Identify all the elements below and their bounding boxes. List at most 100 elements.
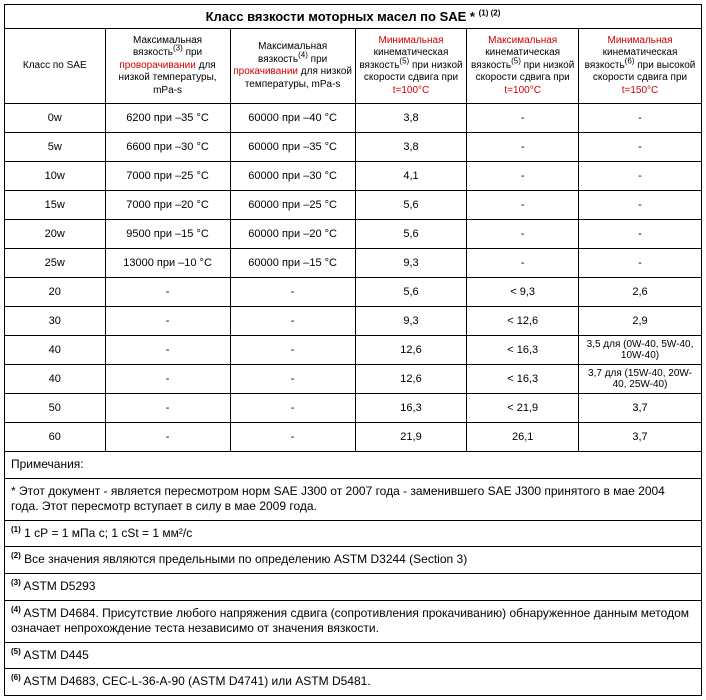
note-row: (3) ASTM D5293: [5, 573, 702, 600]
header-min-kinematic-150: Минимальная кинематическая вязкость(6) п…: [579, 29, 702, 104]
cell: 0w: [5, 104, 106, 133]
cell: -: [579, 133, 702, 162]
cell: 3,8: [355, 104, 467, 133]
cell: 60000 при –20 °С: [230, 220, 355, 249]
cell: -: [105, 278, 230, 307]
cell: 12,6: [355, 365, 467, 394]
cell: -: [230, 365, 355, 394]
cell: -: [230, 278, 355, 307]
note-cell: (1) 1 сР = 1 мПа с; 1 cSt = 1 мм²/с: [5, 520, 702, 547]
header-min-kinematic-100: Минимальная кинематическая вязкость(5) п…: [355, 29, 467, 104]
cell: 3,7: [579, 423, 702, 452]
cell: 9,3: [355, 307, 467, 336]
cell: 26,1: [467, 423, 579, 452]
cell: -: [230, 307, 355, 336]
note-row: * Этот документ - является пересмотром н…: [5, 478, 702, 520]
cell: 3,5 для (0W-40, 5W-40, 10W-40): [579, 336, 702, 365]
cell: -: [579, 162, 702, 191]
cell: 2,9: [579, 307, 702, 336]
cell: < 16,3: [467, 365, 579, 394]
cell: 9500 при –15 °С: [105, 220, 230, 249]
cell: 16,3: [355, 394, 467, 423]
cell: 60000 при –25 °С: [230, 191, 355, 220]
cell: < 12,6: [467, 307, 579, 336]
cell: 7000 при –25 °С: [105, 162, 230, 191]
note-row: (2) Все значения являются предельными по…: [5, 547, 702, 574]
header-max-kinematic-100: Максимальная кинематическая вязкость(5) …: [467, 29, 579, 104]
cell: 2,6: [579, 278, 702, 307]
cell: 6600 при –30 °С: [105, 133, 230, 162]
cell: 4,1: [355, 162, 467, 191]
cell: -: [467, 162, 579, 191]
note-cell: Примечания:: [5, 452, 702, 479]
cell: 60000 при –15 °С: [230, 249, 355, 278]
header-cranking: Максимальная вязкость(3) при проворачива…: [105, 29, 230, 104]
cell: -: [467, 133, 579, 162]
note-row: (4) ASTM D4684. Присутствие любого напря…: [5, 600, 702, 642]
note-cell: (4) ASTM D4684. Присутствие любого напря…: [5, 600, 702, 642]
note-row: (1) 1 сР = 1 мПа с; 1 cSt = 1 мм²/с: [5, 520, 702, 547]
cell: 60: [5, 423, 106, 452]
table-row: 50--16,3< 21,93,7: [5, 394, 702, 423]
note-row: Примечания:: [5, 452, 702, 479]
cell: -: [230, 336, 355, 365]
cell: 5,6: [355, 191, 467, 220]
cell: 40: [5, 336, 106, 365]
cell: 10w: [5, 162, 106, 191]
note-cell: (2) Все значения являются предельными по…: [5, 547, 702, 574]
table-row: 30--9,3< 12,62,9: [5, 307, 702, 336]
table-row: 40--12,6< 16,33,7 для (15W-40, 20W-40, 2…: [5, 365, 702, 394]
sae-viscosity-table: Класс вязкости моторных масел по SAE * (…: [4, 4, 702, 696]
cell: -: [579, 249, 702, 278]
table-row: 5w6600 при –30 °С60000 при –35 °С3,8--: [5, 133, 702, 162]
cell: -: [467, 249, 579, 278]
cell: < 21,9: [467, 394, 579, 423]
title-row: Класс вязкости моторных масел по SAE * (…: [5, 5, 702, 29]
cell: -: [105, 423, 230, 452]
note-cell: (5) ASTM D445: [5, 642, 702, 669]
cell: 7000 при –20 °С: [105, 191, 230, 220]
cell: -: [105, 394, 230, 423]
cell: 6200 при –35 °С: [105, 104, 230, 133]
cell: 13000 при –10 °С: [105, 249, 230, 278]
cell: -: [467, 191, 579, 220]
cell: -: [579, 104, 702, 133]
cell: < 16,3: [467, 336, 579, 365]
cell: 60000 при –35 °С: [230, 133, 355, 162]
header-pumping: Максимальная вязкость(4) при прокачивани…: [230, 29, 355, 104]
cell: 3,7: [579, 394, 702, 423]
note-cell: (3) ASTM D5293: [5, 573, 702, 600]
title-sup: (1) (2): [479, 9, 501, 18]
cell: -: [467, 220, 579, 249]
cell: 25w: [5, 249, 106, 278]
cell: 15w: [5, 191, 106, 220]
cell: 3,8: [355, 133, 467, 162]
table-row: 20w9500 при –15 °С60000 при –20 °С5,6--: [5, 220, 702, 249]
cell: -: [105, 336, 230, 365]
cell: 60000 при –40 °С: [230, 104, 355, 133]
cell: 20w: [5, 220, 106, 249]
cell: 9,3: [355, 249, 467, 278]
cell: 50: [5, 394, 106, 423]
cell: -: [467, 104, 579, 133]
title-text: Класс вязкости моторных масел по SAE *: [206, 9, 475, 24]
cell: -: [230, 394, 355, 423]
table-row: 0w6200 при –35 °С60000 при –40 °С3,8--: [5, 104, 702, 133]
cell: 3,7 для (15W-40, 20W-40, 25W-40): [579, 365, 702, 394]
cell: 21,9: [355, 423, 467, 452]
cell: < 9,3: [467, 278, 579, 307]
cell: -: [579, 191, 702, 220]
table-row: 60--21,926,13,7: [5, 423, 702, 452]
table-row: 20--5,6< 9,32,6: [5, 278, 702, 307]
cell: 5,6: [355, 278, 467, 307]
cell: 12,6: [355, 336, 467, 365]
note-cell: * Этот документ - является пересмотром н…: [5, 478, 702, 520]
table-row: 15w7000 при –20 °С60000 при –25 °С5,6--: [5, 191, 702, 220]
cell: 5w: [5, 133, 106, 162]
cell: -: [105, 307, 230, 336]
cell: -: [105, 365, 230, 394]
table-row: 10w7000 при –25 °С60000 при –30 °С4,1--: [5, 162, 702, 191]
table-row: 40--12,6< 16,33,5 для (0W-40, 5W-40, 10W…: [5, 336, 702, 365]
cell: 30: [5, 307, 106, 336]
cell: 40: [5, 365, 106, 394]
